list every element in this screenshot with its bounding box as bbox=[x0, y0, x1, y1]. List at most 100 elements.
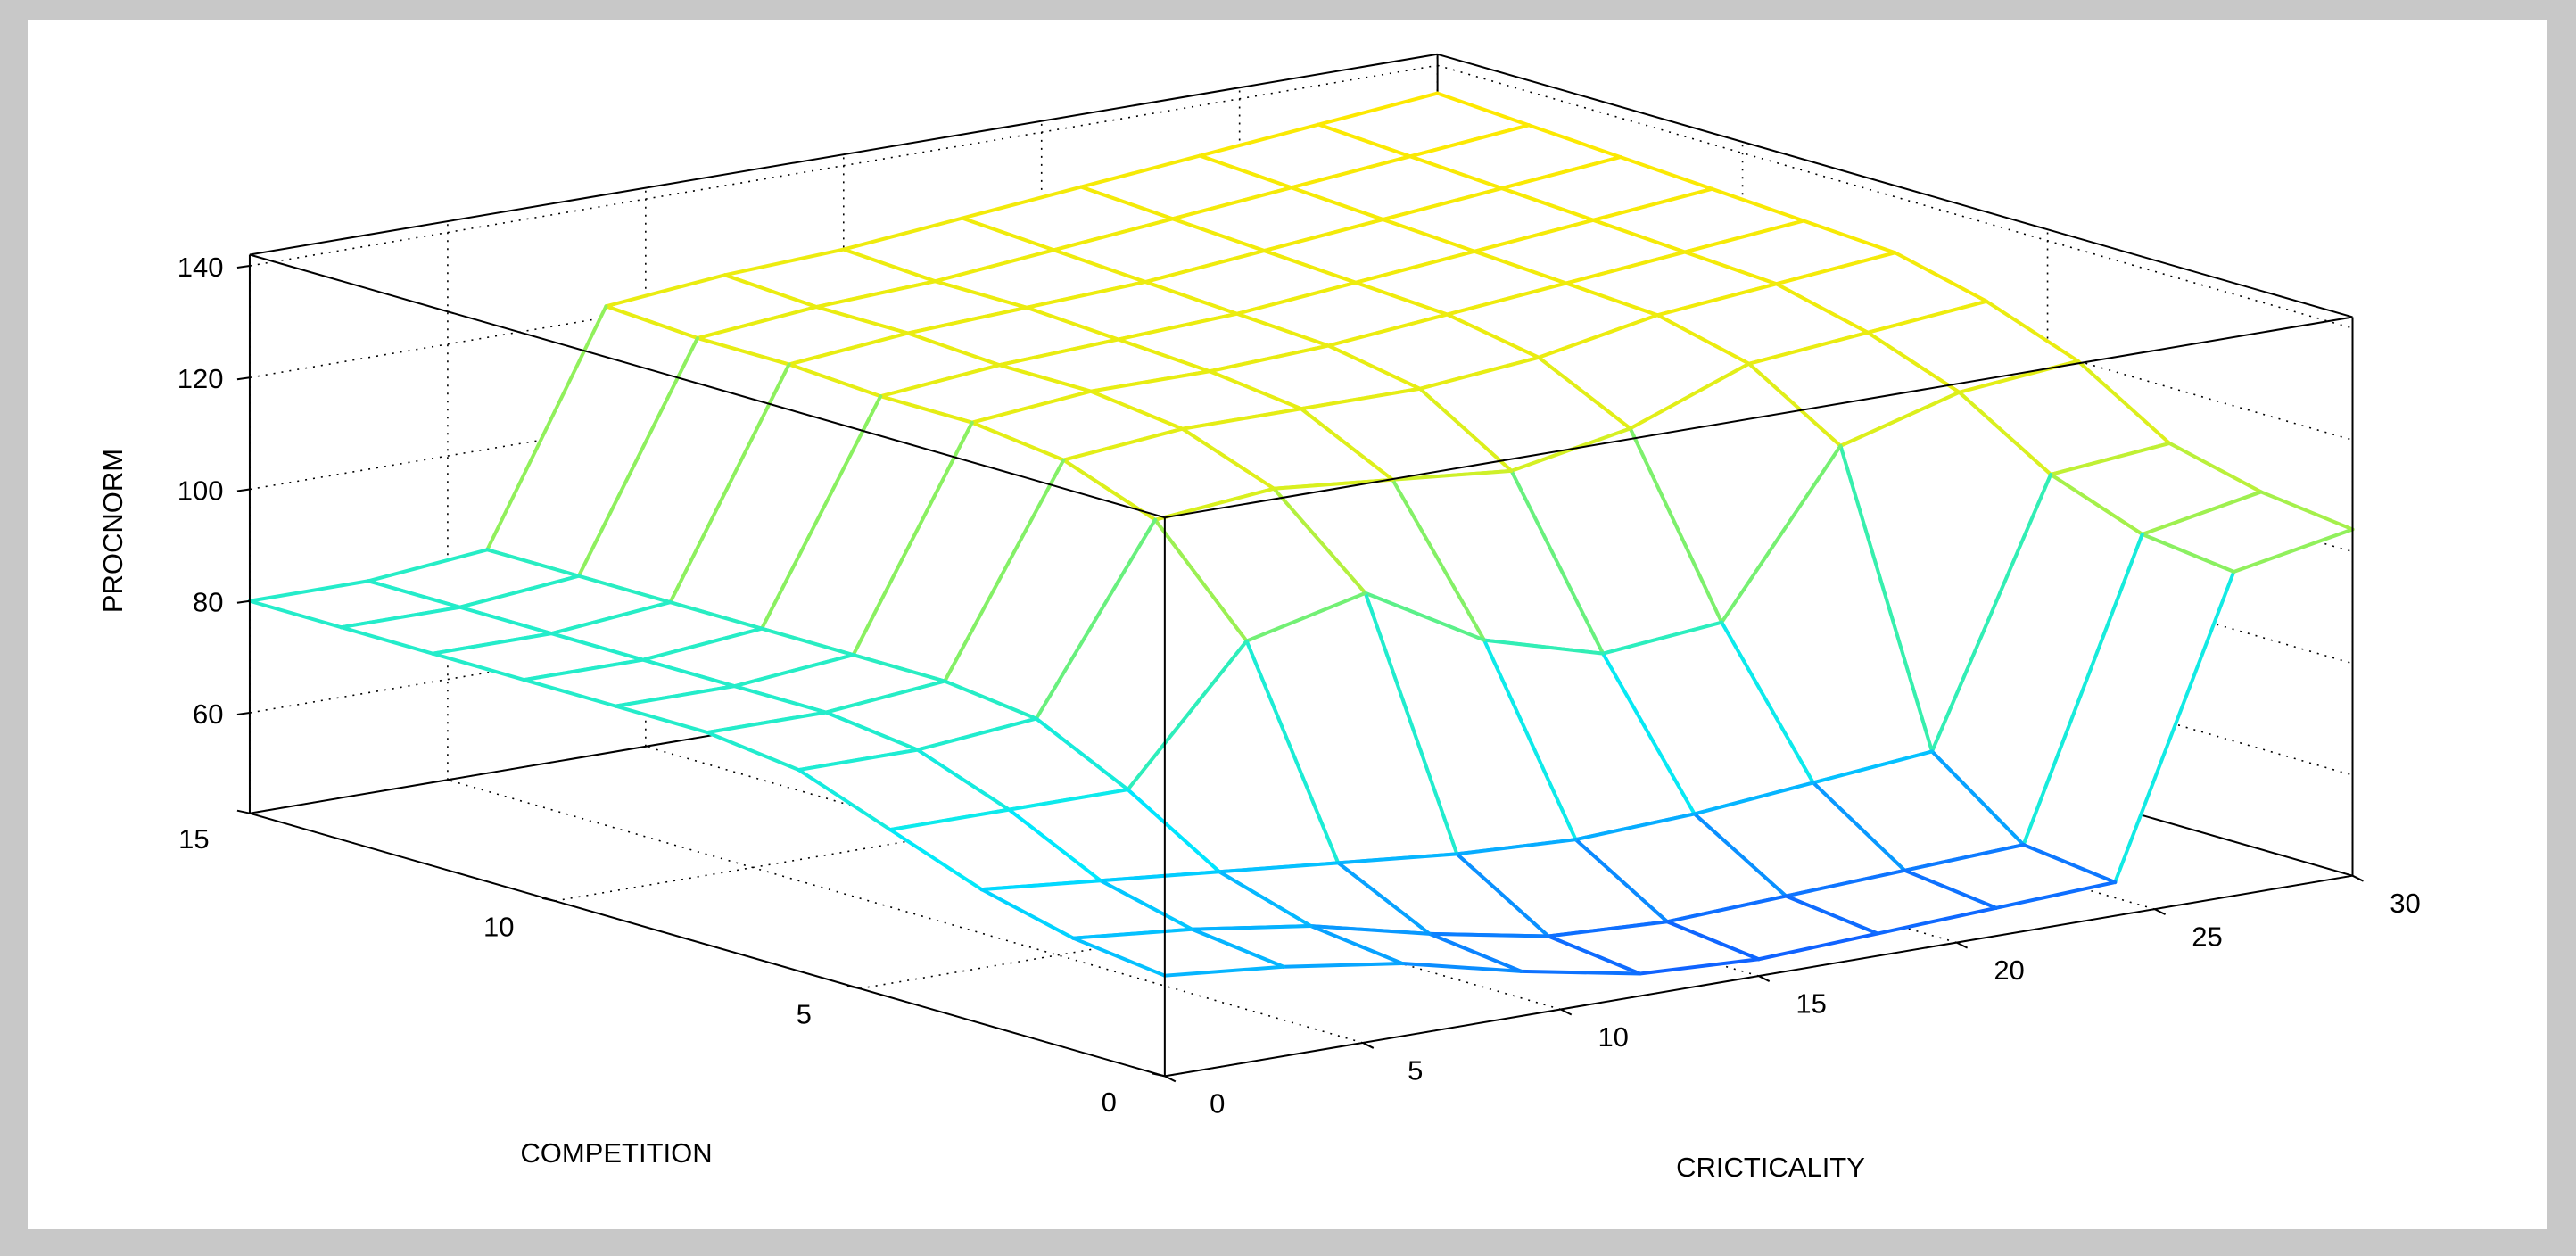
mesh-face bbox=[1219, 863, 1430, 934]
mesh-edge bbox=[1198, 153, 1293, 190]
mesh-edge bbox=[1152, 517, 1249, 643]
mesh-edge bbox=[1417, 386, 1514, 473]
mesh-face bbox=[1565, 252, 1777, 316]
mesh-edge bbox=[1400, 962, 1523, 973]
mesh-edge bbox=[1893, 251, 1989, 303]
x-tick bbox=[1956, 941, 1969, 949]
mesh-face bbox=[1264, 219, 1475, 283]
mesh-edge bbox=[1218, 861, 1341, 874]
mesh-edge bbox=[1299, 407, 1395, 482]
mesh-edge bbox=[888, 828, 984, 892]
mesh-edge bbox=[1546, 934, 1642, 976]
mesh-edge bbox=[1473, 218, 1596, 253]
mesh-edge bbox=[576, 574, 673, 605]
mesh-edge bbox=[1190, 927, 1286, 969]
mesh-face bbox=[762, 396, 972, 656]
mesh-edge bbox=[2021, 843, 2118, 885]
mesh-face bbox=[1081, 155, 1292, 219]
mesh-edge bbox=[339, 625, 435, 656]
mesh-edge bbox=[879, 363, 1002, 399]
mesh-edge bbox=[1034, 517, 1157, 721]
mesh-edge bbox=[960, 185, 1084, 220]
mesh-edge bbox=[1546, 920, 1670, 938]
mesh-face bbox=[853, 422, 1064, 682]
mesh-edge bbox=[614, 684, 737, 708]
mesh-edge bbox=[1482, 638, 1578, 842]
y-tick bbox=[1152, 1072, 1166, 1078]
y-tick-label: 0 bbox=[1102, 1087, 1117, 1118]
mesh-edge bbox=[979, 888, 1076, 940]
mesh-edge bbox=[1363, 591, 1459, 856]
mesh-edge bbox=[732, 653, 855, 689]
mesh-edge bbox=[367, 579, 462, 609]
mesh-face bbox=[1300, 388, 1512, 480]
mesh-face bbox=[1603, 622, 1813, 814]
mesh-face bbox=[1063, 428, 1275, 520]
z-tick-label: 100 bbox=[178, 475, 224, 506]
mesh-face bbox=[1274, 479, 1484, 640]
mesh-edge bbox=[1720, 620, 1815, 785]
mesh-edge bbox=[339, 605, 462, 630]
mesh-edge bbox=[1692, 812, 1788, 898]
mesh-edge bbox=[1272, 477, 1395, 491]
mesh-edge bbox=[2167, 441, 2263, 494]
mesh-edge bbox=[1601, 651, 1697, 816]
mesh-face bbox=[1310, 926, 1522, 971]
mesh-edge bbox=[1088, 369, 1212, 393]
mesh-face bbox=[1539, 315, 1749, 429]
mesh-edge bbox=[1289, 186, 1385, 222]
mesh-edge bbox=[1801, 219, 1897, 255]
box-edge bbox=[1164, 316, 2353, 519]
mesh-edge bbox=[2113, 569, 2236, 885]
mesh-edge bbox=[1499, 155, 1622, 191]
mesh-edge bbox=[1865, 299, 1989, 335]
mesh-edge bbox=[1408, 123, 1532, 159]
mesh-edge bbox=[1618, 155, 1714, 191]
mesh-edge bbox=[1144, 249, 1267, 285]
mesh-face bbox=[1684, 220, 1895, 285]
mesh-edge bbox=[1317, 91, 1440, 127]
mesh-edge bbox=[1061, 426, 1185, 462]
mesh-edge bbox=[1007, 807, 1102, 883]
mesh-edge bbox=[485, 304, 608, 552]
mesh-edge bbox=[1930, 749, 2026, 847]
mesh-edge bbox=[1774, 251, 1897, 286]
mesh-edge bbox=[1985, 299, 2080, 363]
mesh-edge bbox=[1116, 337, 1212, 374]
mesh-edge bbox=[485, 548, 581, 578]
mesh-edge bbox=[1126, 788, 1222, 874]
mesh-edge bbox=[1930, 472, 2053, 754]
mesh-edge bbox=[2021, 532, 2144, 847]
mesh-edge bbox=[960, 216, 1056, 252]
x-tick bbox=[2154, 908, 2167, 916]
mesh-edge bbox=[1445, 312, 1541, 359]
mesh-edge bbox=[1417, 355, 1541, 391]
mesh-face bbox=[2051, 442, 2261, 534]
mesh-edge bbox=[1445, 281, 1568, 317]
mesh-edge bbox=[970, 389, 1093, 425]
x-tick-label: 25 bbox=[2192, 921, 2222, 952]
mesh-edge bbox=[1234, 280, 1358, 316]
box-edge bbox=[249, 53, 1438, 256]
mesh-edge bbox=[1309, 924, 1405, 966]
mesh-edge bbox=[841, 247, 937, 284]
mesh-edge bbox=[722, 273, 819, 310]
mesh-face bbox=[487, 306, 698, 576]
mesh-edge bbox=[1391, 477, 1486, 642]
mesh-edge bbox=[2232, 527, 2355, 574]
y-tick bbox=[236, 809, 251, 814]
mesh-edge bbox=[722, 247, 846, 277]
mesh-edge bbox=[1628, 426, 1724, 624]
mesh-edge bbox=[1903, 843, 2026, 872]
mesh-face bbox=[1483, 640, 1695, 840]
x-tick-label: 20 bbox=[1994, 954, 2024, 986]
mesh-face bbox=[1053, 219, 1265, 283]
mesh-face bbox=[1073, 929, 1284, 976]
mesh-edge bbox=[604, 304, 700, 341]
mesh-face bbox=[890, 809, 1101, 890]
mesh-edge bbox=[1665, 894, 1788, 924]
mesh-edge bbox=[1573, 812, 1697, 842]
mesh-edge bbox=[247, 579, 371, 603]
mesh-edge bbox=[1180, 426, 1276, 491]
x-tick bbox=[1758, 975, 1771, 982]
